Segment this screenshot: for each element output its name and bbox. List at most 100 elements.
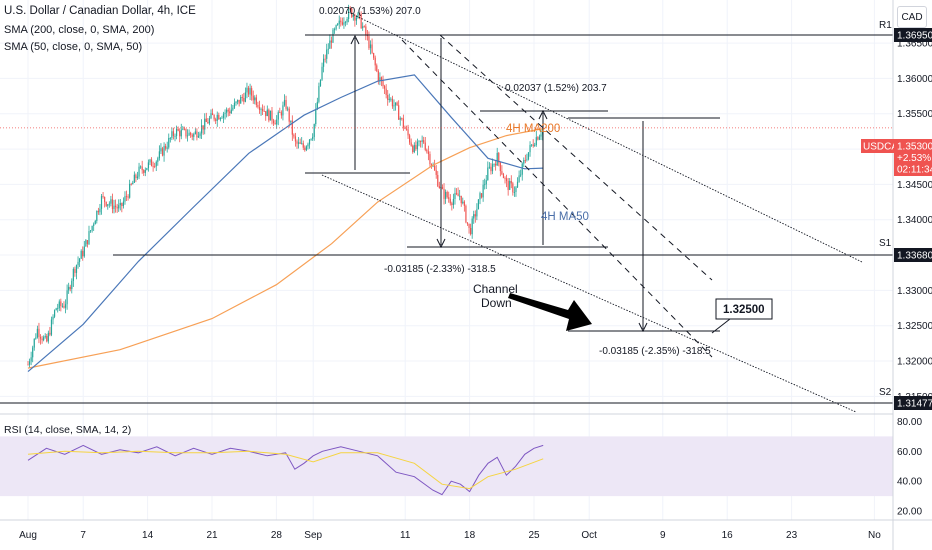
channel-upper-line[interactable] (347, 11, 863, 263)
drawings (0, 11, 893, 413)
candle (114, 199, 117, 213)
sma200-legend[interactable]: SMA (200, close, 0, SMA, 200) (4, 24, 155, 36)
candle (46, 333, 48, 343)
sma50-legend[interactable]: SMA (50, close, 0, SMA, 50) (4, 41, 143, 53)
candle (279, 107, 281, 113)
candle (172, 127, 175, 140)
candle (132, 180, 134, 185)
candle (459, 189, 461, 201)
candle (351, 7, 353, 19)
candle (434, 159, 436, 171)
candle (387, 90, 389, 106)
measure-2-label: 0.02037 (1.52%) 203.7 (505, 83, 607, 94)
candle (257, 101, 259, 109)
candle (377, 69, 379, 85)
candle (191, 133, 193, 141)
candle (229, 107, 231, 116)
channel-down-arrow (508, 293, 592, 331)
candle (318, 82, 320, 104)
candle (293, 133, 295, 139)
candle (155, 160, 157, 172)
candle (484, 178, 486, 190)
candle (526, 153, 528, 162)
candle (276, 115, 278, 129)
candle (441, 184, 444, 190)
candle (540, 129, 542, 140)
candle (365, 23, 367, 41)
candle (222, 111, 225, 124)
candle (133, 171, 135, 184)
rsi-legend[interactable]: RSI (14, close, SMA, 14, 2) (4, 424, 132, 436)
candle (66, 284, 68, 310)
candle (515, 185, 517, 197)
candle (113, 199, 115, 214)
candle (91, 225, 93, 233)
candle (357, 11, 359, 19)
candle (330, 36, 333, 49)
candle (479, 191, 481, 205)
candle (210, 109, 212, 120)
candle (166, 141, 168, 153)
candle (288, 106, 290, 128)
measure-4-arrowhead (638, 322, 648, 333)
candle (532, 139, 534, 148)
candle (127, 194, 129, 201)
time-tick-label: 9 (660, 530, 666, 541)
candle (99, 204, 101, 216)
time-tick-label: 16 (722, 530, 734, 541)
channel-inner-dash-2 (439, 34, 713, 281)
s1-price-tag (894, 248, 932, 262)
candle (537, 136, 539, 141)
candle (146, 167, 148, 171)
candle (136, 171, 139, 180)
candle (488, 162, 490, 169)
candle (452, 193, 455, 209)
price-axis-labels: 1.365001.360001.355001.350001.345001.340… (897, 39, 932, 403)
candle (538, 134, 541, 141)
candle (53, 309, 56, 319)
candle (310, 138, 312, 141)
candle (71, 278, 73, 294)
candle (448, 191, 450, 203)
candle (529, 141, 531, 157)
price-tick-label: 1.36500 (897, 39, 932, 50)
candle (177, 126, 179, 132)
candle (388, 93, 390, 103)
candle (474, 210, 476, 223)
candle (135, 173, 137, 183)
candle (341, 17, 343, 26)
candle (32, 345, 34, 363)
candle (27, 360, 29, 366)
candle (218, 112, 220, 120)
candle (244, 87, 246, 103)
candle (188, 129, 190, 136)
candle (322, 54, 325, 73)
candle (373, 52, 375, 60)
candle (505, 174, 508, 188)
candle (108, 201, 110, 208)
candle (226, 107, 228, 118)
candle (449, 194, 451, 206)
rsi-line (27, 444, 544, 496)
candle (238, 99, 240, 107)
rsi-band (0, 436, 893, 497)
time-tick-label: Aug (19, 530, 37, 541)
rsi-tick-label: 80.00 (897, 417, 922, 428)
candle (516, 177, 519, 189)
candle (72, 267, 74, 287)
candle (329, 34, 331, 49)
candle (338, 15, 340, 29)
target-box[interactable] (715, 298, 773, 320)
current-price-countdown: 02:11:34 (897, 165, 932, 176)
sma200-line (27, 128, 544, 369)
price-tick-label: 1.32500 (897, 321, 932, 332)
candle (355, 15, 358, 25)
currency-button[interactable]: CAD (897, 6, 927, 28)
candle (241, 94, 243, 102)
candle (271, 106, 273, 125)
channel-lower-line[interactable] (321, 174, 857, 413)
candle (524, 154, 526, 164)
candle (507, 177, 509, 196)
candle (50, 316, 53, 337)
